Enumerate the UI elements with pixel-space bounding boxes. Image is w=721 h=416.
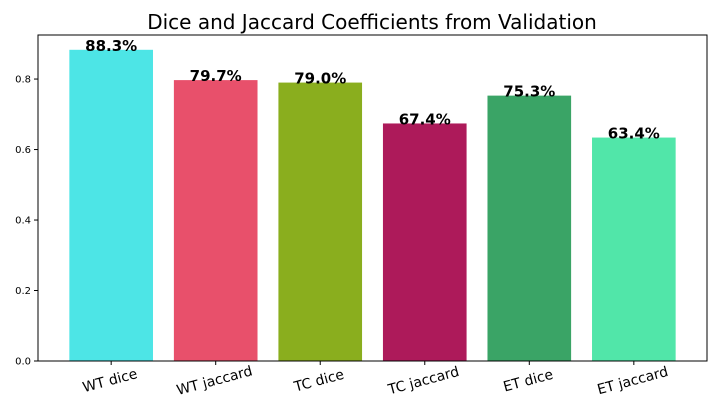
y-tick-label: 0.6 (15, 145, 31, 156)
y-tick-label: 0.2 (15, 286, 31, 297)
bar-wt-jaccard (173, 80, 258, 362)
plot-frame (37, 34, 708, 362)
bars-layer (69, 49, 676, 362)
x-tick-label: WT jaccard (175, 363, 254, 399)
data-label: 79.7% (190, 67, 242, 85)
bar-et-jaccard (592, 137, 676, 361)
bar-tc-dice (278, 82, 363, 361)
bar-tc-jaccard (382, 123, 467, 362)
x-tick-label: WT dice (81, 366, 139, 396)
data-label: 88.3% (85, 37, 137, 55)
data-labels-layer: 88.3% 79.7% 79.0% 67.4% 75.3% 63.4% (85, 37, 660, 143)
data-label: 63.4% (608, 125, 660, 143)
data-label: 75.3% (503, 83, 555, 101)
data-label: 79.0% (294, 70, 346, 88)
x-tick-label: TC jaccard (386, 364, 461, 399)
x-tick-label: TC dice (292, 367, 346, 396)
bar-et-dice (487, 95, 572, 362)
data-label: 67.4% (399, 110, 451, 128)
x-tick-label: ET jaccard (596, 364, 670, 398)
y-tick-label: 0.0 (15, 357, 31, 368)
bar-wt-dice (69, 49, 153, 362)
y-tick-label: 0.8 (15, 75, 31, 86)
y-tick-label: 0.4 (15, 216, 31, 227)
x-tick-label: ET dice (502, 367, 555, 396)
chart-title: Dice and Jaccard Coefficients from Valid… (147, 10, 597, 34)
